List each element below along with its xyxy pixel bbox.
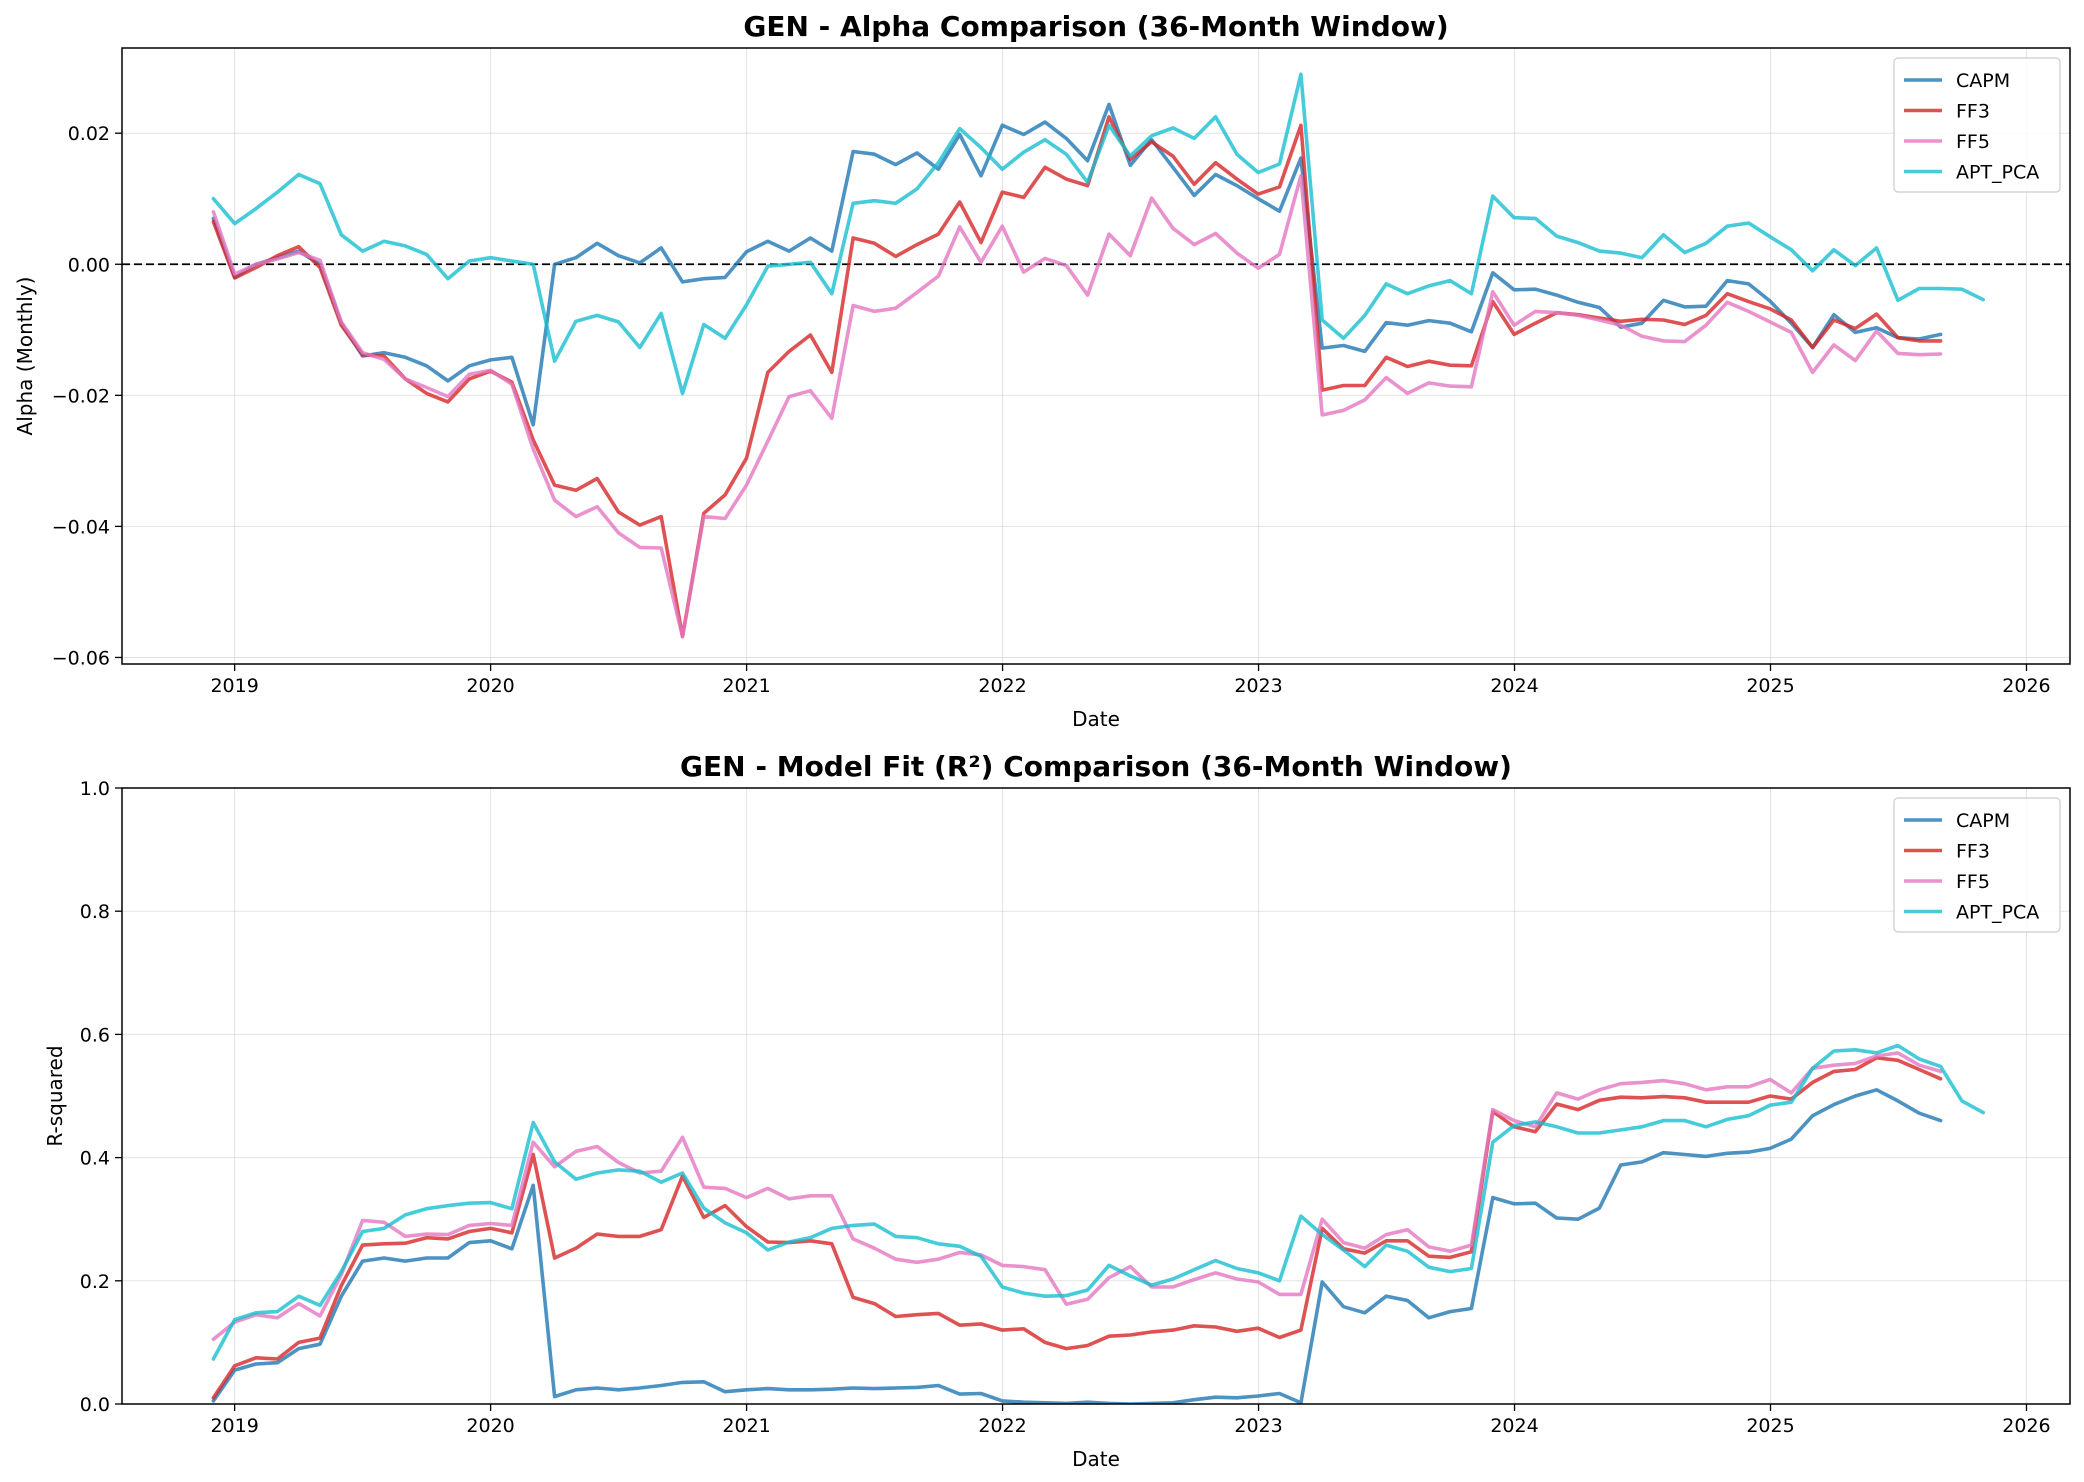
x-tick-label: 2026 [2002, 1415, 2050, 1437]
chart-title: GEN - Alpha Comparison (36-Month Window) [743, 10, 1448, 43]
y-tick-label: 1.0 [80, 778, 110, 800]
legend-label: APT_PCA [1956, 902, 2039, 924]
x-tick-label: 2021 [722, 1415, 770, 1437]
series-lines [211, 1043, 1985, 1404]
x-tick-label: 2020 [466, 675, 514, 697]
x-tick-label: 2024 [1490, 1415, 1538, 1437]
legend-label: FF5 [1956, 131, 1990, 153]
y-tick-label: 0.0 [80, 1394, 110, 1416]
legend-label: APT_PCA [1956, 162, 2039, 184]
x-tick-label: 2025 [1746, 1415, 1794, 1437]
legend-label: FF3 [1956, 841, 1990, 863]
y-tick-label: 0.02 [68, 123, 110, 145]
y-axis-label: Alpha (Monthly) [13, 277, 37, 436]
series-lines [211, 72, 1985, 639]
legend-label: CAPM [1956, 810, 2010, 832]
x-tick-label: 2020 [466, 1415, 514, 1437]
legend: CAPM FF3 FF5 APT_PCA [1893, 57, 2061, 193]
y-tick-label: −0.06 [52, 647, 110, 669]
x-tick-label: 2023 [1234, 675, 1282, 697]
y-tick-label: 0.2 [80, 1271, 110, 1293]
x-tick-label: 2024 [1490, 675, 1538, 697]
series-line-apt-pca [211, 1043, 1985, 1361]
y-tick-label: 0.00 [68, 254, 110, 276]
x-tick-label: 2019 [210, 675, 258, 697]
y-tick-label: 0.6 [80, 1024, 110, 1046]
alpha-chart: GEN - Alpha Comparison (36-Month Window)… [13, 10, 2071, 731]
y-tick-label: −0.04 [52, 516, 110, 538]
series-line-capm [211, 102, 1943, 427]
x-tick-label: 2023 [1234, 1415, 1282, 1437]
series-line-ff5 [211, 174, 1943, 639]
plot-frame [121, 787, 2071, 1405]
x-axis-label: Date [1072, 1447, 1120, 1471]
series-line-ff3 [211, 1056, 1943, 1400]
y-axis-label: R-squared [43, 1045, 67, 1146]
legend: CAPM FF3 FF5 APT_PCA [1893, 797, 2061, 933]
x-tick-label: 2022 [978, 675, 1026, 697]
series-line-apt-pca [211, 72, 1985, 396]
ticks: 2019 2020 2021 2022 2023 2024 2025 2026 0.02 0.00… [52, 123, 2051, 697]
legend-label: FF3 [1956, 101, 1990, 123]
legend-label: CAPM [1956, 70, 2010, 92]
x-tick-label: 2026 [2002, 675, 2050, 697]
y-tick-label: −0.02 [52, 385, 110, 407]
legend-box [1893, 57, 2061, 193]
chart-title: GEN - Model Fit (R²) Comparison (36-Mont… [680, 750, 1512, 783]
series-line-ff5 [211, 1051, 1943, 1342]
y-tick-label: 0.8 [80, 901, 110, 923]
x-tick-label: 2025 [1746, 675, 1794, 697]
legend-label: FF5 [1956, 871, 1990, 893]
x-tick-label: 2019 [210, 1415, 258, 1437]
y-tick-label: 0.4 [80, 1148, 110, 1170]
x-tick-label: 2021 [722, 675, 770, 697]
ticks: 2019 2020 2021 2022 2023 2024 2025 2026 1.0 0.8 0.… [80, 778, 2051, 1437]
x-tick-label: 2022 [978, 1415, 1026, 1437]
r-squared-chart: GEN - Model Fit (R²) Comparison (36-Mont… [43, 750, 2071, 1471]
x-axis-label: Date [1072, 707, 1120, 731]
legend-box [1893, 797, 2061, 933]
series-line-capm [211, 1088, 1943, 1404]
plot-frame [121, 47, 2071, 665]
